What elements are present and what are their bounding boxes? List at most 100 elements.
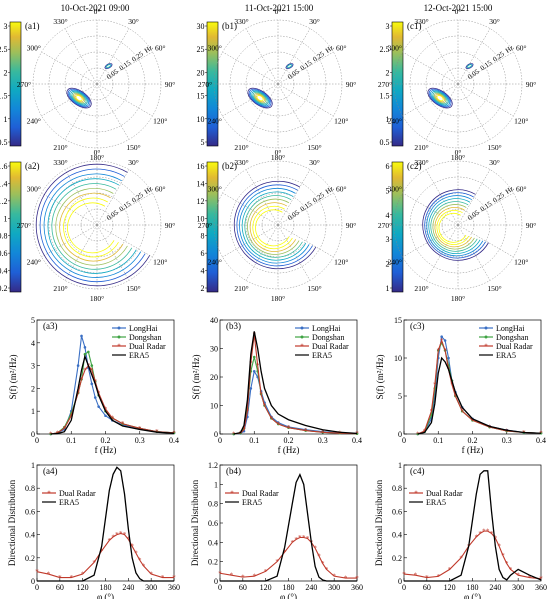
line-panel-b3: 0 0.1 0.2 0.3 0.4 0 10 20 30 40 f (Hz) S(f) (m²/Hz)… [191, 316, 362, 455]
angle-label: 0° [275, 7, 282, 16]
x-tick-label: 0 [218, 436, 222, 445]
angle-label: 180° [271, 153, 285, 162]
x-tick-label: 120 [260, 583, 272, 592]
colorbar-tick-label: 3 [4, 22, 8, 31]
data-point: * [123, 531, 127, 539]
data-point: * [93, 378, 97, 386]
angle-label: 240° [388, 258, 402, 267]
legend-label: Dual Radar [496, 342, 533, 351]
angle-label: 60° [336, 44, 347, 53]
data-point: * [63, 425, 67, 433]
x-tick-label: 180 [283, 583, 295, 592]
y-tick-label: 0.8 [392, 484, 402, 493]
angle-label: 150° [307, 284, 321, 293]
y-tick-label: 4 [31, 339, 35, 348]
angle-label: 0° [455, 148, 462, 157]
series-line-dual-radar [233, 334, 358, 435]
angle-label: 150° [487, 143, 501, 152]
data-point: * [459, 554, 463, 562]
contour-line [239, 187, 310, 264]
x-tick-label: 60 [56, 583, 64, 592]
contour-line [63, 197, 119, 258]
polar-panel-b2: 16 14 12 10 8 6 4 2 (b2) 0° 30° 60° 90° 120° 150° 180° 2… [197, 148, 357, 303]
angle-label: 30° [128, 158, 139, 167]
colorbar [9, 161, 22, 293]
data-point [249, 387, 253, 390]
radial-label: Hz [143, 184, 154, 195]
data-point: * [414, 572, 418, 580]
radial-label: 0.05 [466, 67, 481, 81]
x-tick-label: 0.3 [502, 436, 512, 445]
data-point [90, 382, 94, 386]
colorbar-tick-label: 5 [201, 138, 205, 147]
radial-label: 0.15 [118, 199, 133, 213]
angle-label: 120° [514, 117, 528, 126]
y-axis-label: S(f) (m²/Hz) [375, 355, 385, 400]
data-point: * [111, 533, 115, 541]
angle-label: 330° [414, 158, 428, 167]
radial-label: 0.15 [299, 199, 314, 213]
contour-line [438, 213, 467, 243]
legend-label: ERA5 [496, 351, 516, 360]
x-tick-label: 240 [305, 583, 317, 592]
contour-line [105, 63, 112, 69]
data-point [83, 346, 87, 349]
data-point: * [58, 574, 62, 582]
y-tick-label: 30 [210, 345, 218, 354]
colorbar-tick-label: 14 [197, 179, 205, 188]
angle-label: 300° [388, 185, 402, 194]
radial-label: Hz [324, 184, 335, 195]
polar-panel-a1: 3 2.5 2 1.5 1 0.5 (a1) 0° 30° 60° 90° 120° 150° 180° 2… [0, 7, 175, 162]
contour-line [436, 95, 444, 102]
angle-label: 60° [155, 185, 166, 194]
angle-label: 180° [90, 153, 104, 162]
data-point: * [433, 381, 437, 389]
y-tick-label: 3 [31, 362, 35, 371]
data-point: * [528, 574, 532, 582]
legend-marker: * [117, 343, 121, 351]
polar-spoke [277, 83, 334, 117]
contour-line [466, 63, 473, 69]
angle-label: 150° [126, 284, 140, 293]
data-point: * [259, 391, 263, 399]
polar-panel-b1: 30 25 20 15 10 5 (b1) 0° 30° 60° 90° 120° 150° 180° 21… [197, 7, 357, 162]
radial-label: Hz [324, 43, 335, 54]
radial-label: 0.25 [311, 50, 326, 64]
data-point: * [313, 545, 317, 553]
angle-label: 270° [17, 80, 31, 89]
angle-label: 60° [155, 44, 166, 53]
contour-line [248, 88, 272, 108]
contour-line [66, 87, 92, 109]
contour-line [285, 63, 294, 70]
colorbar-tick-label: 1.5 [0, 92, 8, 101]
y-tick-label: 15 [394, 316, 402, 325]
legend-label: Dual Radar [242, 489, 279, 498]
contour-line [465, 63, 474, 70]
angle-label: 330° [234, 17, 248, 26]
y-tick-label: 0.8 [25, 484, 35, 493]
data-point: * [294, 536, 298, 544]
line-panels: 0 0.1 0.2 0.3 0.4 0 1 2 3 4 5 f (Hz) S(f) (m²/Hz) (a3… [7, 316, 547, 599]
data-point: * [317, 552, 321, 560]
data-point: * [264, 568, 268, 576]
y-tick-label: 0.4 [392, 531, 402, 540]
polar-spoke [457, 224, 514, 258]
legend-marker: * [484, 343, 488, 351]
x-axis-label: f (Hz) [278, 445, 300, 455]
x-axis-label: φ (°) [97, 592, 114, 599]
angle-label: 240° [27, 258, 41, 267]
series-line-dual-radar [219, 536, 357, 579]
data-point: * [263, 402, 267, 410]
data-point [252, 355, 256, 359]
y-tick-label: 1 [398, 461, 402, 470]
line-panel-c3: 0 0.1 0.2 0.3 0.4 0 5 10 15 f (Hz) S(f) (m²/Hz) (c3… [375, 316, 546, 455]
data-point: * [494, 535, 498, 543]
data-point: * [253, 573, 257, 581]
x-tick-label: 180 [100, 583, 112, 592]
contour-line [253, 92, 267, 104]
legend-label: ERA5 [59, 498, 79, 507]
data-point [83, 352, 87, 356]
legend-marker [484, 335, 488, 339]
radial-label: 0.15 [118, 58, 133, 72]
panel-label: (c3) [410, 321, 425, 331]
